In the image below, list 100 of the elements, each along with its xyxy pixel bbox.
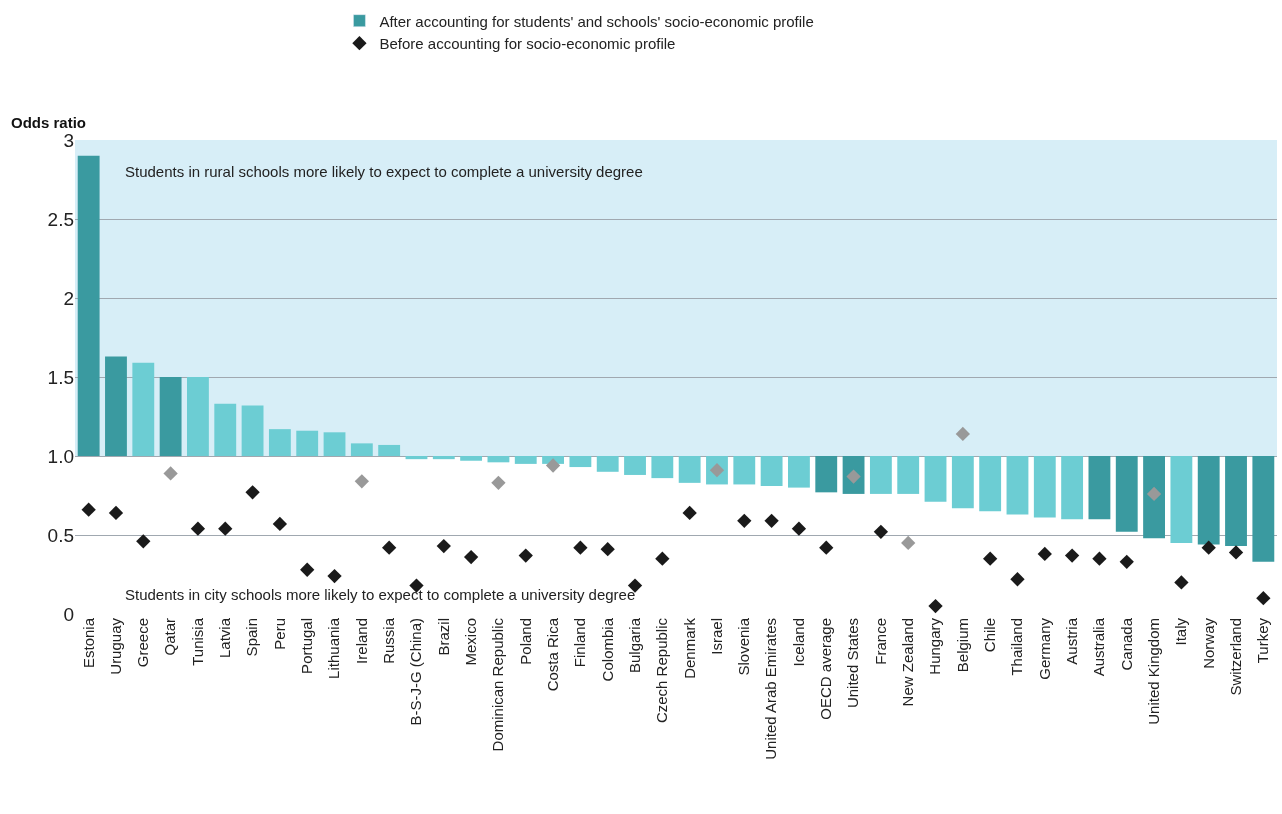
x-tick-label: Germany	[1035, 617, 1053, 680]
point	[600, 542, 615, 557]
x-tick-label: Poland	[516, 618, 534, 665]
bar	[1252, 456, 1275, 562]
x-tick-label: Bulgaria	[625, 617, 643, 674]
x-tick-label: Norway	[1199, 617, 1217, 669]
bar	[1033, 456, 1056, 518]
bar	[624, 456, 646, 475]
bar	[596, 456, 619, 472]
point	[463, 549, 479, 565]
x-tick-label: Greece	[134, 618, 152, 668]
point	[245, 485, 260, 500]
x-tick-label: Costa Rica	[543, 617, 561, 692]
x-tick-label: Iceland	[789, 618, 807, 667]
x-tick-label: Peru	[270, 618, 288, 650]
point	[545, 458, 561, 473]
point	[354, 474, 369, 489]
point	[272, 516, 288, 532]
x-tick-label: Italy	[1172, 617, 1190, 646]
bar	[678, 456, 701, 483]
x-tick-label: New Zealand	[899, 618, 917, 707]
y-axis-title: Odds ratio	[11, 114, 87, 131]
x-tick-label: Colombia	[598, 617, 616, 682]
y-tick-label: 0.5	[47, 524, 74, 546]
x-tick-label: B-S-J-G (China)	[407, 618, 425, 726]
x-tick-label: Ireland	[352, 618, 370, 664]
point	[190, 521, 206, 536]
point	[573, 540, 588, 555]
bar	[159, 377, 182, 456]
bar	[405, 456, 428, 460]
point	[518, 548, 533, 563]
x-tick-label: Thailand	[1008, 618, 1026, 676]
bar	[1115, 456, 1138, 532]
bar	[214, 403, 237, 456]
bar	[460, 456, 483, 461]
bar	[323, 432, 346, 456]
bar	[432, 456, 455, 460]
bar	[1197, 456, 1220, 545]
x-tick-label: Austria	[1062, 617, 1080, 665]
x-tick-label: United States	[844, 618, 862, 709]
x-tick-label: Turkey	[1254, 617, 1272, 664]
bar	[1006, 456, 1029, 515]
annotation: Students in city schools more likely to expect to complete a university degree	[125, 586, 636, 603]
bar	[268, 429, 291, 456]
bar	[77, 155, 100, 456]
bar	[514, 456, 537, 464]
point	[163, 466, 178, 481]
bar	[241, 405, 264, 456]
x-tick-label: Chile	[981, 618, 999, 653]
point	[1010, 572, 1025, 587]
x-tick-label: Switzerland	[1226, 618, 1244, 696]
y-tick-label: 3	[63, 129, 74, 151]
x-tick-label: Latvia	[216, 617, 234, 659]
point	[108, 505, 124, 521]
point	[81, 502, 96, 517]
band-label: Students in rural schools more likely to expect to complete a university degree	[125, 163, 643, 180]
x-tick-label: Spain	[243, 618, 261, 657]
point	[1228, 545, 1244, 560]
bar	[296, 430, 319, 456]
point	[873, 524, 889, 539]
bar	[788, 456, 810, 488]
x-tick-label: Dominican Republic	[489, 617, 507, 752]
point	[819, 540, 834, 555]
bar	[979, 456, 1002, 512]
point	[300, 562, 315, 577]
point	[1092, 551, 1107, 566]
bar	[1061, 456, 1084, 520]
point	[764, 513, 779, 528]
point	[1064, 548, 1080, 563]
bar	[569, 456, 592, 468]
point	[901, 535, 916, 551]
x-tick-label: Czech Republic	[653, 617, 671, 724]
y-tick-label: 1.5	[47, 366, 74, 388]
bar	[651, 456, 674, 479]
point	[218, 521, 233, 536]
bar	[897, 456, 920, 494]
point	[983, 551, 998, 566]
point	[928, 598, 943, 614]
bar	[105, 356, 127, 456]
x-tick-label: Mexico	[461, 618, 479, 666]
x-tick-label: France	[871, 618, 889, 665]
bar	[1225, 456, 1247, 547]
x-tick-label: Denmark	[680, 617, 698, 679]
point	[1174, 575, 1189, 590]
point	[1146, 486, 1162, 502]
x-tick-label: Qatar	[161, 618, 179, 656]
bar	[378, 444, 401, 456]
bar	[132, 362, 155, 456]
x-tick-label: United Kingdom	[1144, 618, 1162, 725]
bar	[869, 456, 892, 494]
point	[491, 475, 506, 491]
point	[1201, 540, 1216, 555]
point	[737, 513, 752, 528]
legend-label: Before accounting for socio-economic profile	[379, 35, 676, 53]
x-tick-label: Brazil	[434, 618, 452, 656]
y-tick-label: 0	[63, 603, 74, 625]
x-tick-label: United Arab Emirates	[762, 618, 780, 760]
x-tick-label: Hungary	[926, 617, 944, 675]
bar	[733, 456, 756, 485]
y-tick-label: 1.0	[47, 445, 74, 467]
